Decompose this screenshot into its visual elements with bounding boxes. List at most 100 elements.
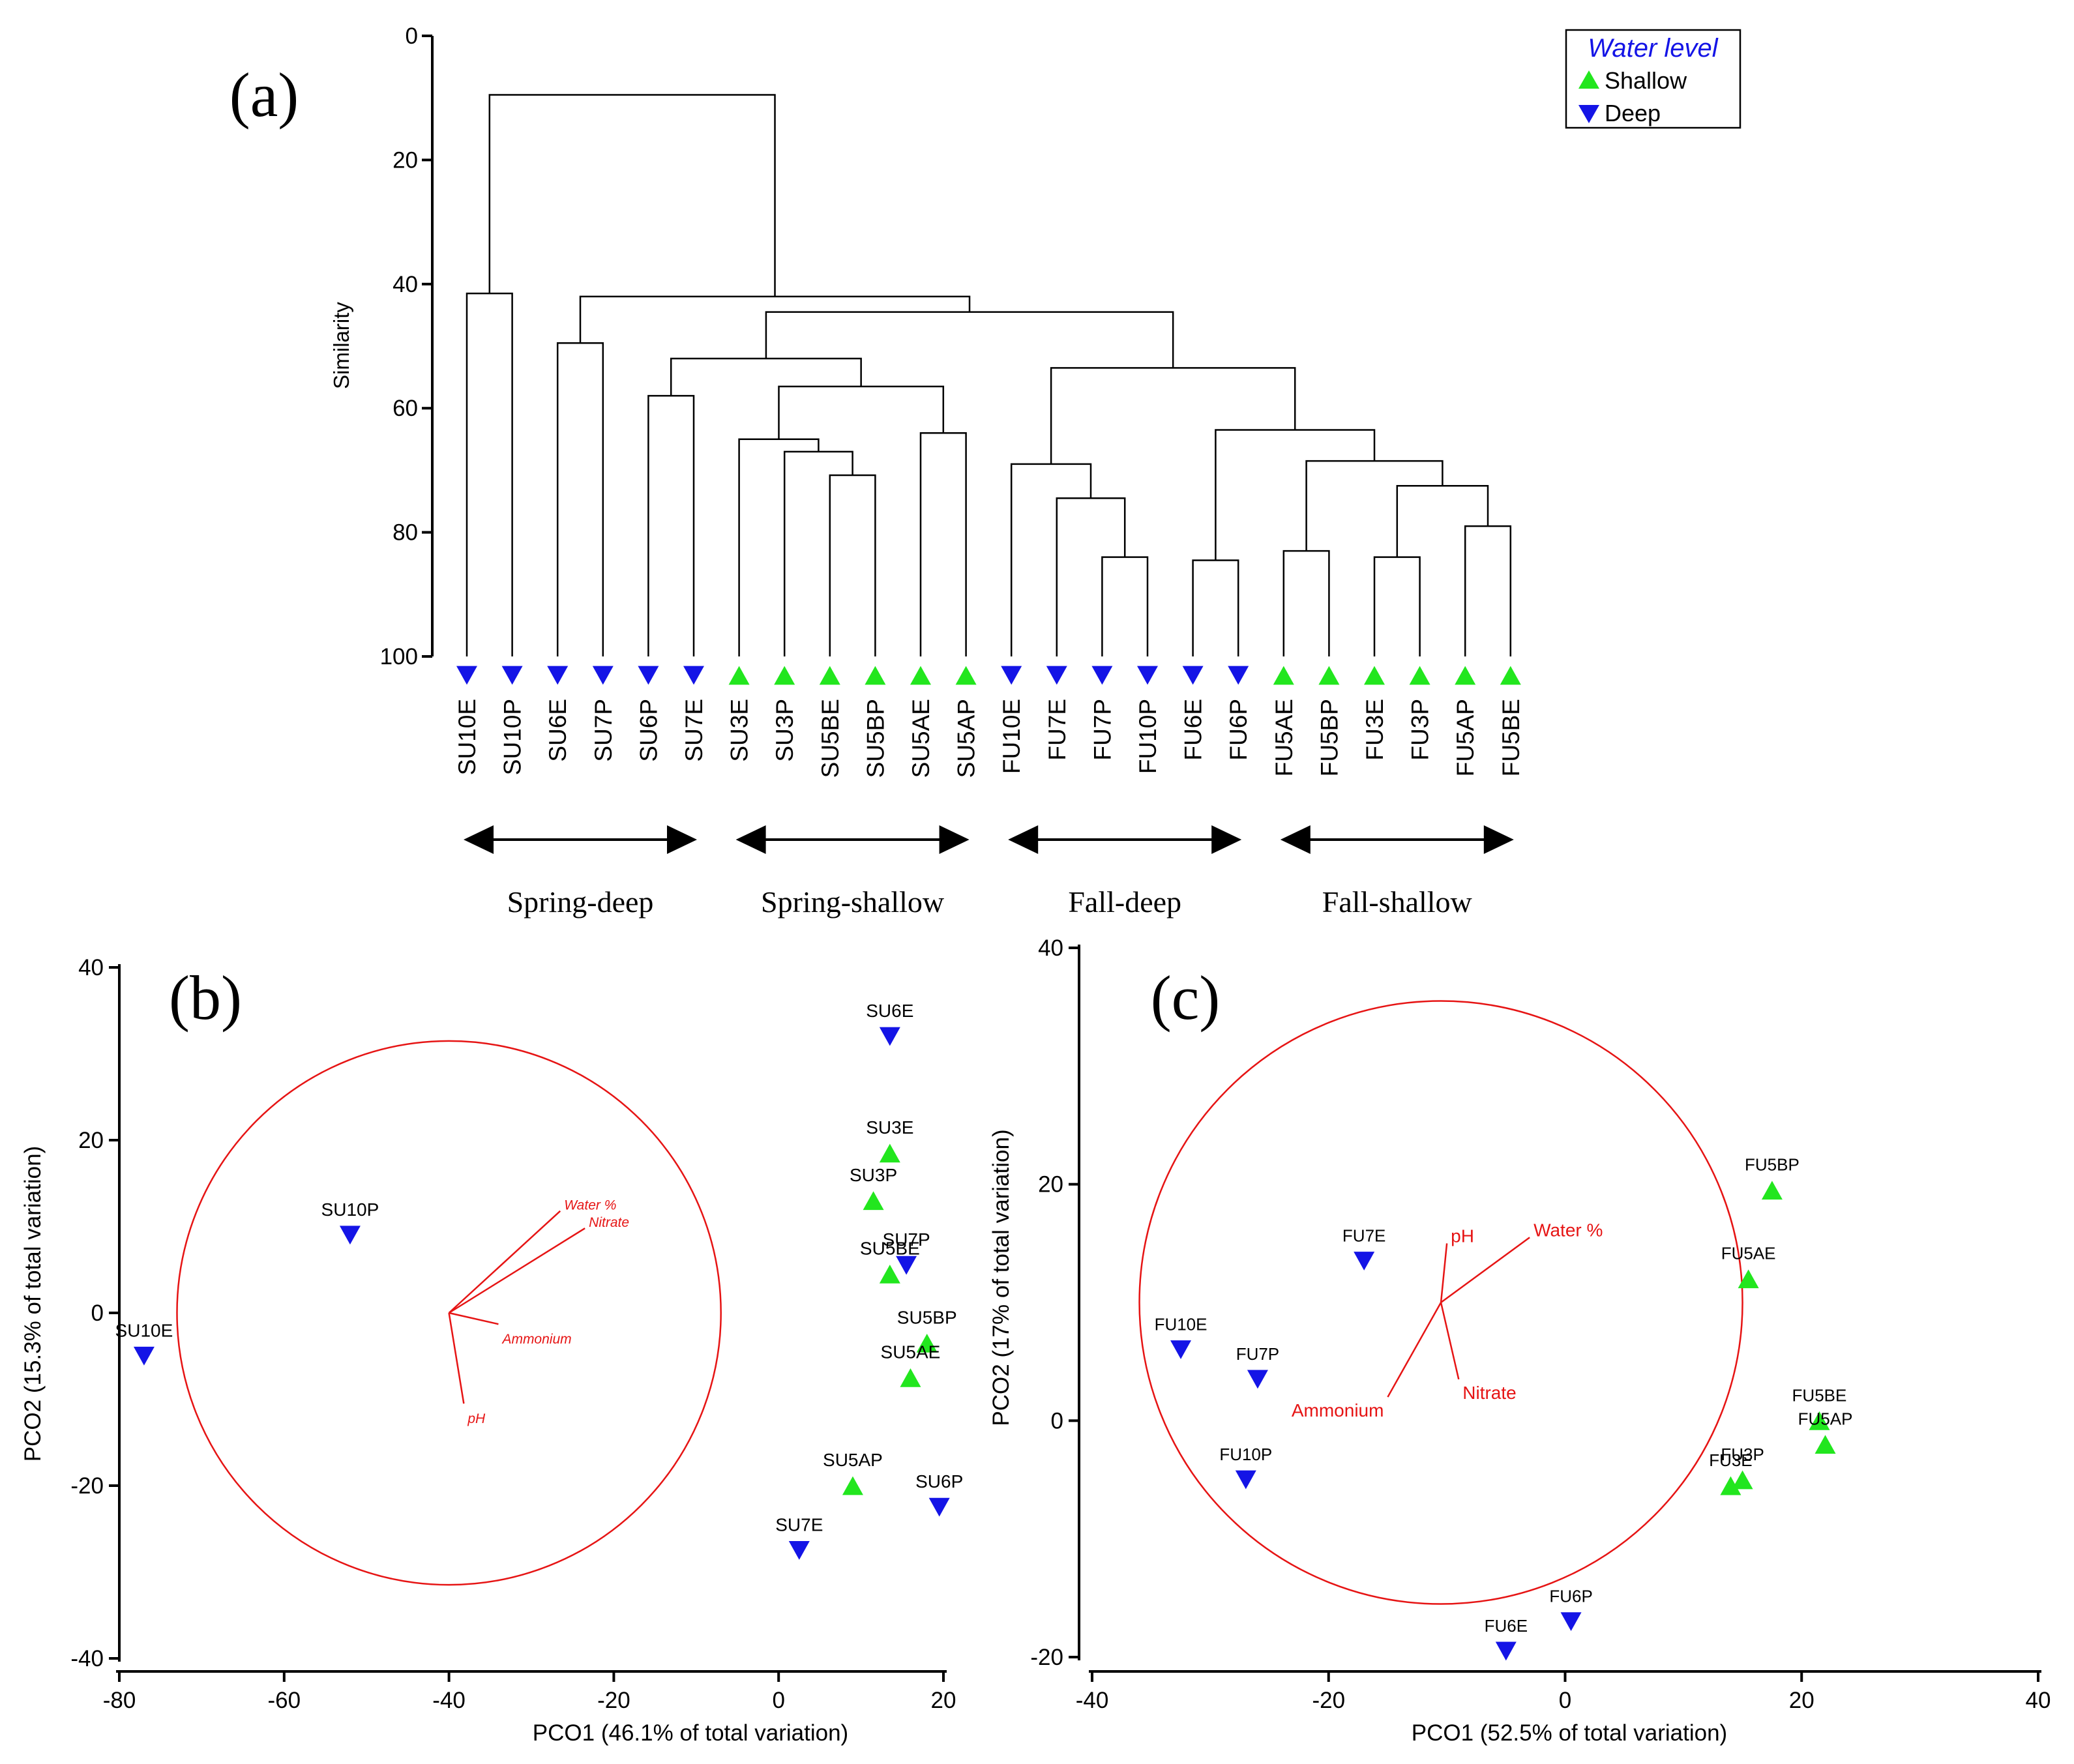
dendrogram-branch [1050, 367, 1296, 464]
c-vector-label: pH [1451, 1226, 1474, 1246]
dendrogram-branch [579, 295, 971, 344]
c-vector-line [1387, 1302, 1442, 1398]
pco-c-y-label: PCO2 (17% of total variation) [988, 1129, 1014, 1426]
shallow-marker [1809, 1411, 1830, 1430]
b-x-tick-label: -40 [432, 1688, 466, 1713]
shallow-marker [865, 666, 886, 685]
b-x-tick-label: -20 [597, 1688, 630, 1713]
dendrogram-branch [1464, 525, 1512, 656]
b-point-label: SU5AE [881, 1342, 941, 1362]
b-y-tick-label: 0 [91, 1301, 104, 1326]
dendrogram-y-tick-label: 20 [393, 147, 418, 173]
b-vector-label: pH [467, 1411, 486, 1426]
group-label: Fall-shallow [1322, 885, 1473, 919]
b-vector-label: Nitrate [589, 1215, 629, 1230]
leaf-label: SU5AP [953, 699, 980, 778]
panel-c: (c) -40 -20 0 20 40 -20 0 20 40 Water % pH Nitrate… [988, 935, 2051, 1746]
c-x-tick-label: 0 [1559, 1688, 1571, 1713]
dendrogram-branch [1010, 463, 1092, 656]
leaf-label: SU6P [635, 699, 662, 762]
c-point-label: FU7P [1236, 1344, 1279, 1364]
pco-c-correlation-circle [1138, 1000, 1743, 1605]
b-vector-label: Ammonium [501, 1332, 571, 1347]
dendrogram-branch [1101, 556, 1149, 656]
shallow-marker [910, 666, 931, 685]
c-point-label: FU10P [1219, 1445, 1272, 1464]
leaf-label: FU7P [1089, 699, 1116, 761]
dendrogram-branch [738, 438, 820, 656]
shallow-marker [900, 1368, 921, 1387]
c-vector-label: Water % [1533, 1220, 1603, 1240]
b-point-label: SU7P [883, 1229, 930, 1250]
shallow-marker [879, 1143, 900, 1163]
dendrogram-branch [1373, 556, 1421, 656]
dendrogram-branch [1056, 497, 1126, 656]
dendrogram-branch [1215, 429, 1376, 561]
legend-shallow-label: Shallow [1605, 67, 1687, 94]
group-bracket-right-arrowhead [939, 825, 970, 854]
group-bracket-left-arrowhead [464, 825, 494, 854]
b-point-label: SU3E [866, 1117, 913, 1138]
leaf-label: SU7P [590, 699, 617, 762]
shallow-marker [1815, 1435, 1836, 1454]
leaf-label: SU5BP [862, 699, 889, 778]
shallow-marker [774, 666, 795, 685]
deep-marker [133, 1346, 155, 1366]
dendrogram-branch [1192, 559, 1239, 656]
leaf-label: FU7E [1044, 699, 1071, 761]
c-vector-line [1440, 1237, 1530, 1304]
deep-marker [592, 666, 614, 685]
c-vector-label: Nitrate [1462, 1383, 1516, 1403]
legend-shallow-marker [1578, 70, 1599, 89]
legend-deep-label: Deep [1605, 100, 1661, 126]
c-y-tick-label: -20 [1030, 1645, 1063, 1670]
c-x-tick-label: 40 [2026, 1688, 2051, 1713]
deep-marker [1091, 666, 1113, 685]
c-x-tick-label: -40 [1076, 1688, 1109, 1713]
group-label: Spring-shallow [761, 885, 945, 919]
group-label: Spring-deep [507, 885, 654, 919]
pco-b-vectors: Water % Nitrate Ammonium pH [448, 1198, 629, 1426]
deep-marker [683, 666, 704, 685]
deep-marker [1170, 1340, 1192, 1359]
panel-b: (b) -80 -60 -40 -20 0 20 -40 -20 0 20 40 Water % Ni… [20, 955, 963, 1746]
group-bracket-left-arrowhead [735, 825, 766, 854]
dendrogram-y-axis: 0 20 40 60 80 100 Similarity [329, 23, 434, 669]
dendrogram-y-ticks: 0 20 40 60 80 100 [380, 23, 432, 669]
deep-marker [1137, 666, 1158, 685]
b-x-tick-label: 0 [772, 1688, 784, 1713]
b-y-tick-label: -20 [70, 1473, 104, 1499]
leaf-label: SU10E [454, 699, 481, 775]
b-point-label: SU5BP [897, 1307, 957, 1327]
dendrogram-y-tick-label: 80 [393, 520, 418, 546]
dendrogram-branch [778, 385, 945, 439]
c-y-tick-label: 40 [1038, 935, 1063, 961]
dendrogram-branch [466, 292, 513, 656]
leaf-label: FU5BP [1316, 699, 1342, 776]
dendrogram-branch [1282, 550, 1330, 656]
deep-marker [339, 1226, 361, 1245]
leaf-label: SU7E [681, 699, 707, 762]
c-vector-label: Ammonium [1292, 1400, 1384, 1420]
pco-b-correlation-circle [176, 1040, 722, 1586]
b-vector-label: Water % [564, 1198, 616, 1213]
c-point-label: FU5AP [1798, 1409, 1853, 1429]
b-point-label: SU6E [866, 1001, 913, 1021]
dendrogram-branch [1305, 460, 1444, 551]
b-point-label: SU10E [115, 1320, 173, 1340]
shallow-marker [916, 1333, 938, 1353]
dendrogram-y-label: Similarity [329, 302, 353, 389]
b-x-tick-label: -80 [103, 1688, 136, 1713]
c-point-label: FU3E [1709, 1450, 1752, 1470]
deep-marker [456, 666, 477, 685]
leaf-label: SU3P [771, 699, 798, 762]
b-point-label: SU5BE [860, 1238, 920, 1258]
leaf-label: SU3E [726, 699, 753, 762]
c-point-label: FU6P [1549, 1587, 1592, 1606]
b-point-label: SU6P [915, 1471, 963, 1492]
c-correlation-circle [1138, 1000, 1743, 1605]
deep-marker [547, 666, 569, 685]
deep-marker [1354, 1252, 1375, 1271]
